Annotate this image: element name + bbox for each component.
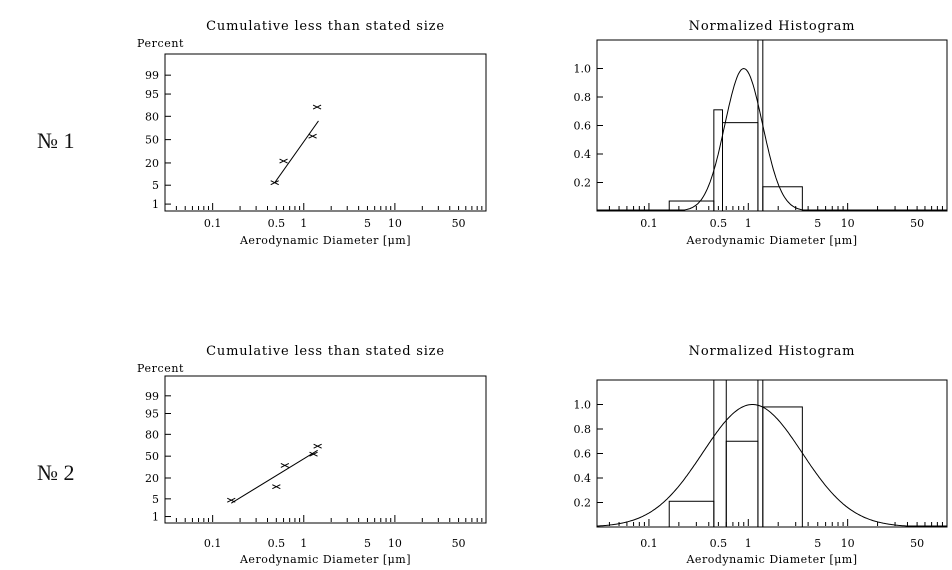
plot-frame — [596, 39, 948, 212]
x-tick-label: 0.1 — [204, 217, 222, 230]
y-tick-label: 0.6 — [574, 448, 592, 461]
y-tick-label: 5 — [152, 493, 159, 506]
x-tick-label: 5 — [814, 537, 821, 550]
x-tick-label: 1 — [745, 217, 752, 230]
plot-frame — [164, 375, 487, 524]
y-tick-label: 1 — [152, 511, 159, 524]
y-tick-label: 0.2 — [574, 177, 592, 190]
y-tick-label: 0.6 — [574, 120, 592, 133]
row1-cumulative-chart: Cumulative less than stated size Percent A… — [137, 19, 487, 247]
row2-histogram-chart: Normalized Histogram Aerodynamic Diameter… — [574, 344, 948, 566]
x-tick-label: 1 — [300, 537, 307, 550]
data-point — [272, 484, 281, 490]
y-tick-label: 95 — [145, 407, 159, 420]
x-axis-label: Aerodynamic Diameter [μm] — [239, 234, 411, 247]
x-tick-label: 1 — [300, 217, 307, 230]
x-tick-label: 0.1 — [640, 217, 658, 230]
y-tick-label: 50 — [145, 134, 159, 147]
x-tick-label: 0.1 — [204, 537, 222, 550]
y-tick-label: 50 — [145, 450, 159, 463]
chart-title: Normalized Histogram — [689, 19, 856, 34]
fit-line — [230, 449, 318, 504]
chart-title: Cumulative less than stated size — [206, 344, 445, 359]
x-tick-label: 10 — [841, 537, 855, 550]
histogram-bin — [713, 379, 727, 528]
distribution-curve — [597, 404, 947, 527]
x-axis-label: Aerodynamic Diameter [μm] — [685, 553, 857, 566]
data-point — [227, 497, 236, 503]
row2-cumulative-chart: Cumulative less than stated size Percent A… — [137, 344, 487, 566]
x-axis-label: Aerodynamic Diameter [μm] — [685, 234, 857, 247]
chart-title: Normalized Histogram — [689, 344, 856, 359]
y-tick-label: 20 — [145, 472, 159, 485]
y-tick-label: 0.8 — [574, 423, 592, 436]
y-tick-label: 80 — [145, 110, 159, 123]
x-tick-label: 0.5 — [710, 537, 728, 550]
histogram-bin — [757, 39, 764, 212]
y-tick-label: 1.0 — [574, 63, 592, 76]
x-tick-label: 50 — [910, 537, 924, 550]
x-tick-label: 0.5 — [268, 217, 286, 230]
x-tick-label: 0.1 — [640, 537, 658, 550]
histogram-bin — [725, 440, 759, 528]
row-label-1: № 1 — [37, 128, 75, 153]
histogram-bin — [668, 500, 715, 528]
row-label-2: № 2 — [37, 460, 75, 485]
x-tick-label: 50 — [910, 217, 924, 230]
x-tick-label: 0.5 — [710, 217, 728, 230]
histogram-bin — [722, 122, 759, 212]
y-tick-label: 99 — [145, 69, 159, 82]
x-tick-label: 5 — [814, 217, 821, 230]
y-tick-label: 5 — [152, 179, 159, 192]
data-point — [308, 133, 317, 139]
y-tick-label: 0.2 — [574, 497, 592, 510]
x-axis-label: Aerodynamic Diameter [μm] — [239, 553, 411, 566]
x-tick-label: 5 — [364, 537, 371, 550]
x-tick-label: 1 — [745, 537, 752, 550]
x-tick-label: 10 — [388, 537, 402, 550]
x-tick-label: 10 — [388, 217, 402, 230]
y-tick-label: 99 — [145, 390, 159, 403]
histogram-bin — [762, 406, 803, 528]
x-tick-label: 50 — [452, 217, 466, 230]
y-axis-label: Percent — [137, 362, 184, 375]
y-tick-label: 80 — [145, 428, 159, 441]
y-tick-label: 0.8 — [574, 91, 592, 104]
data-point — [309, 451, 318, 457]
y-tick-label: 1.0 — [574, 399, 592, 412]
x-tick-label: 5 — [364, 217, 371, 230]
y-tick-label: 0.4 — [574, 148, 592, 161]
x-tick-label: 0.5 — [268, 537, 286, 550]
histogram-bin — [713, 109, 724, 212]
plot-frame — [164, 53, 487, 212]
plot-frame — [596, 379, 948, 528]
row1-histogram-chart: Normalized Histogram Aerodynamic Diameter… — [574, 19, 948, 247]
x-tick-label: 50 — [452, 537, 466, 550]
x-tick-label: 10 — [841, 217, 855, 230]
chart-title: Cumulative less than stated size — [206, 19, 445, 34]
data-point — [270, 180, 279, 186]
data-point — [313, 443, 322, 449]
y-tick-label: 95 — [145, 88, 159, 101]
histogram-bin — [757, 379, 764, 528]
distribution-curve — [597, 67, 947, 211]
data-point — [280, 463, 290, 468]
y-axis-label: Percent — [137, 37, 184, 50]
data-point — [312, 104, 322, 110]
histogram-bin — [762, 186, 803, 212]
data-point — [279, 158, 288, 164]
y-tick-label: 20 — [145, 157, 159, 170]
fit-line — [274, 120, 319, 183]
y-tick-label: 0.4 — [574, 472, 592, 485]
y-tick-label: 1 — [152, 198, 159, 211]
